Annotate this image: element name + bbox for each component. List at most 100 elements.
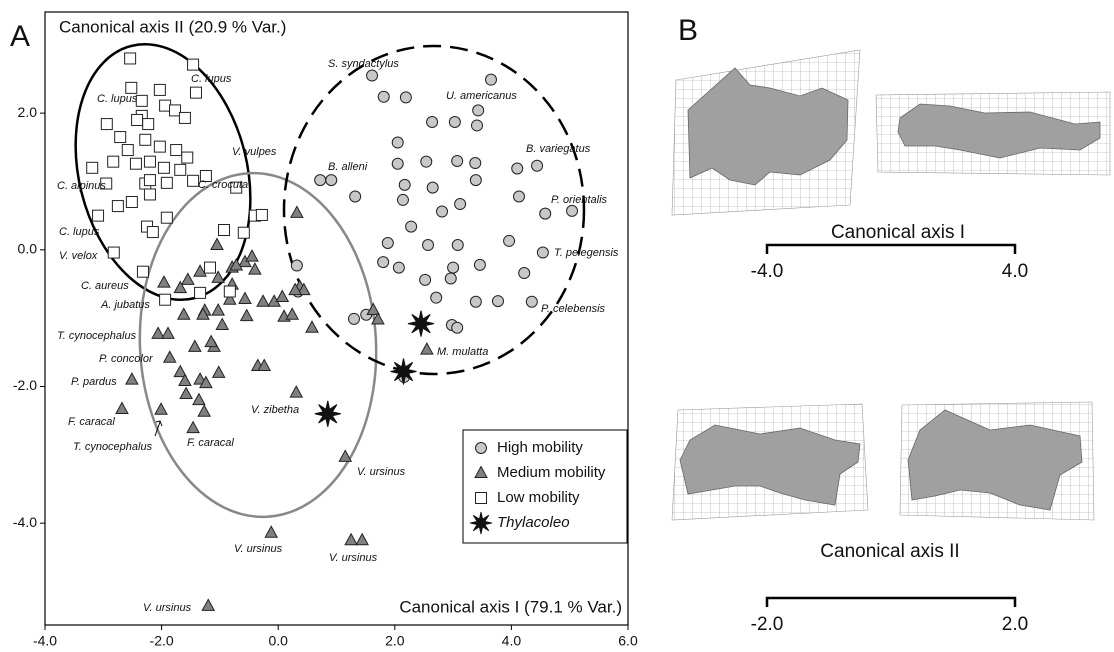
point [398, 178, 411, 191]
point [536, 246, 549, 259]
point [211, 270, 225, 283]
point [399, 91, 412, 104]
point [491, 295, 504, 308]
point [290, 205, 304, 218]
point [275, 289, 290, 302]
point [314, 400, 341, 427]
point [381, 236, 394, 249]
plot-frame [44, 11, 629, 626]
point [288, 282, 302, 296]
annotation: V. vulpes [232, 146, 277, 158]
point [142, 118, 155, 131]
shape [679, 424, 861, 506]
point [422, 239, 435, 252]
arrow [154, 420, 163, 437]
point [290, 259, 303, 272]
point [154, 402, 168, 415]
point [248, 262, 262, 275]
point [199, 170, 212, 183]
annotation: P. celebensis [541, 303, 606, 315]
point [230, 181, 243, 194]
x-tick-label: 4.0 [502, 633, 522, 649]
point [512, 190, 525, 203]
point [539, 207, 552, 220]
point [114, 131, 127, 144]
point [426, 116, 439, 129]
point [107, 155, 120, 168]
deformation-grids [671, 49, 1111, 521]
y-tick-label: 0.0 [18, 241, 38, 257]
point [314, 174, 327, 187]
point [525, 295, 538, 308]
point [180, 272, 195, 285]
annotation: P. pardus [71, 376, 117, 388]
point [124, 52, 137, 65]
annotation: T. cynocephalus [73, 441, 153, 453]
legend-label: High mobility [497, 439, 583, 456]
y-tick-label: -4.0 [13, 514, 37, 530]
annotation: T. cynocephalus [57, 330, 137, 342]
point [454, 198, 467, 211]
point [426, 181, 439, 194]
point [187, 174, 200, 187]
point [405, 220, 418, 233]
point [201, 598, 216, 611]
point [392, 261, 405, 274]
annotation: C. alpinus [57, 180, 106, 192]
point [229, 257, 244, 271]
annotation: V. ursinus [234, 543, 283, 555]
point [377, 256, 390, 269]
point [193, 264, 207, 277]
annotation: P. orientalis [551, 194, 608, 206]
annotation: B. alleni [328, 161, 368, 173]
point [187, 339, 202, 352]
point [153, 140, 166, 153]
point [100, 118, 113, 131]
x-tick-label: -2.0 [150, 633, 174, 649]
point [377, 90, 390, 103]
point [194, 286, 207, 299]
point [366, 69, 379, 82]
scale-title: Canonical axis II [820, 541, 959, 562]
point [471, 119, 484, 132]
point [511, 162, 524, 175]
point [420, 155, 433, 168]
point [92, 209, 105, 222]
point [289, 385, 304, 398]
point [143, 155, 156, 168]
point [211, 365, 226, 378]
point [178, 111, 191, 124]
shape [687, 67, 849, 186]
annotation: T. pelegensis [554, 247, 619, 259]
point [161, 326, 175, 339]
annotation: M. mulatta [437, 346, 488, 358]
point [211, 303, 225, 316]
x-tick-label: 0.0 [268, 633, 288, 649]
point [223, 285, 236, 298]
point [170, 144, 183, 157]
point [192, 392, 206, 406]
point [285, 307, 300, 320]
annotation: V. ursinus [357, 466, 406, 478]
point [237, 226, 250, 239]
point [115, 401, 129, 415]
panel-label: B [678, 14, 698, 47]
annotation: V. zibetha [251, 404, 299, 416]
annotation: U. americanus [446, 90, 517, 102]
point [371, 311, 385, 325]
point [484, 73, 497, 86]
point [159, 99, 172, 112]
point [217, 224, 230, 237]
point [153, 83, 166, 96]
point [179, 386, 193, 400]
point [204, 334, 218, 348]
panel-label: A [10, 20, 30, 53]
ellipse-medium [138, 171, 378, 519]
point [131, 113, 144, 126]
point [222, 292, 237, 305]
point [173, 364, 188, 378]
point [349, 190, 362, 203]
point [174, 163, 187, 176]
x-tick-label: -4.0 [33, 633, 57, 649]
